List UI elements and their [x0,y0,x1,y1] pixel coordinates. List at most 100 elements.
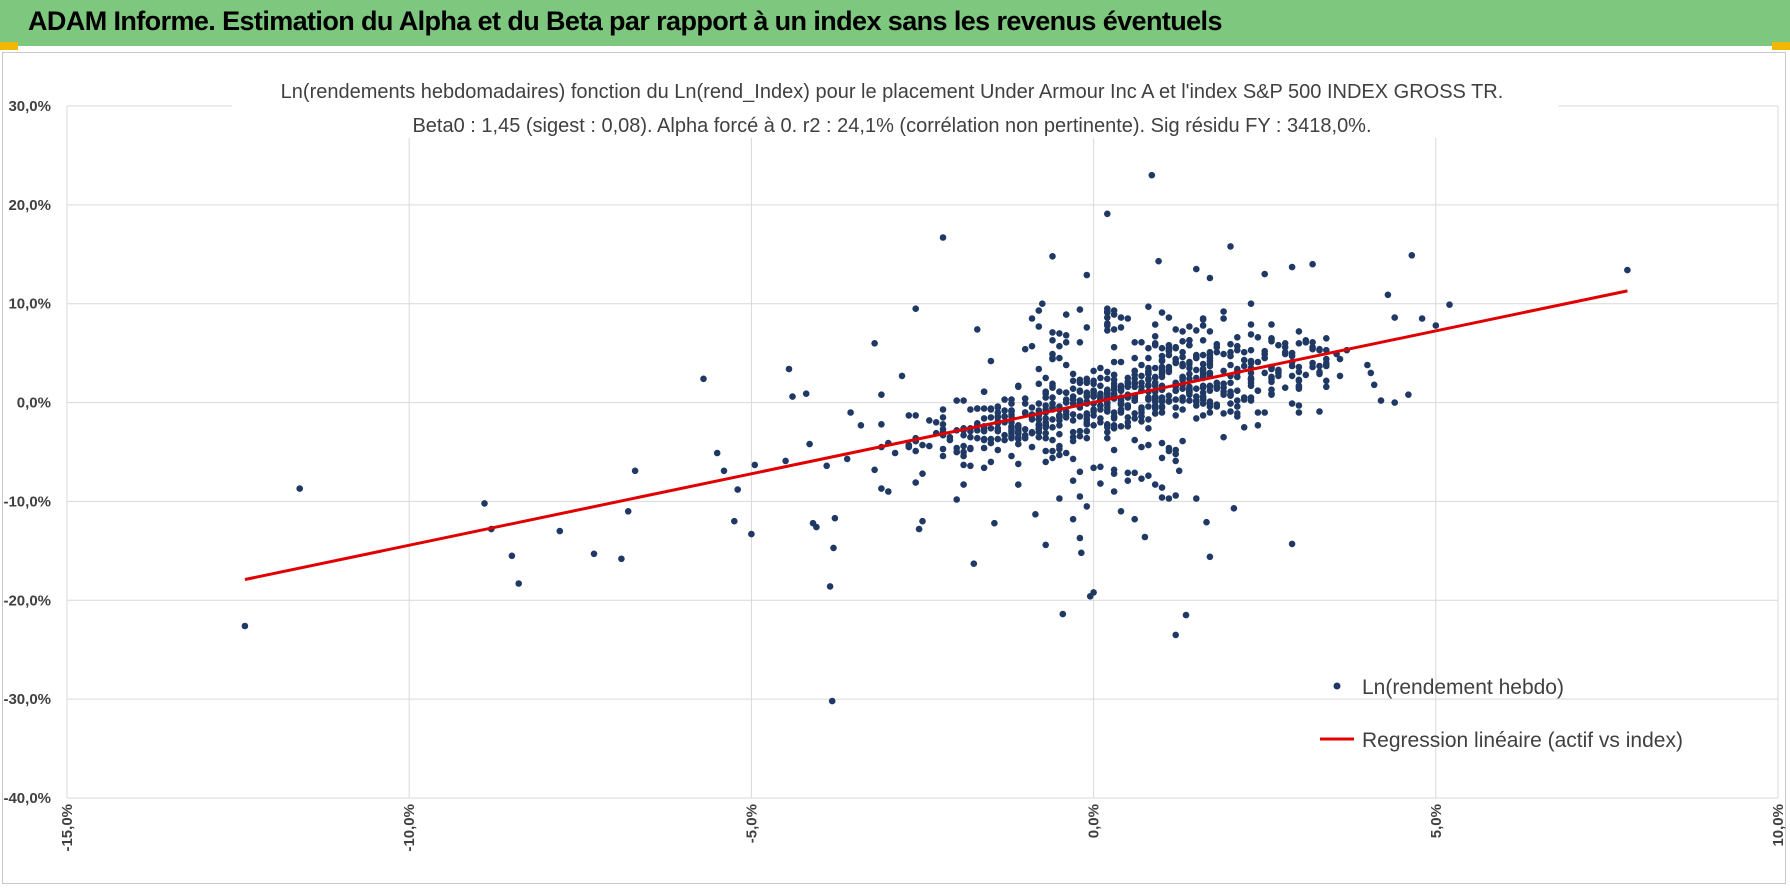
data-point [1097,463,1104,471]
data-point [987,357,995,365]
data-point [939,445,947,453]
data-point [1254,409,1262,416]
data-point [871,466,878,474]
data-point [1240,356,1248,364]
data-point [1179,338,1186,345]
data-point [1104,368,1111,376]
data-point [1145,354,1152,362]
data-point [1110,488,1118,495]
data-point [946,433,954,441]
data-point [1227,243,1234,250]
data-point [1131,436,1138,444]
data-point [1117,358,1125,366]
data-point [1151,379,1159,387]
data-point [1035,428,1043,436]
data-point [1151,341,1159,349]
corner-marker-right [1772,42,1790,50]
data-point [1069,455,1077,463]
data-point [1131,354,1138,362]
data-point [1302,371,1310,379]
data-point [987,405,995,412]
data-point [1015,429,1022,437]
data-point [1039,300,1046,308]
data-point [1172,412,1179,419]
data-point [1254,358,1262,366]
data-point [1199,394,1207,401]
data-point [713,449,721,457]
data-point [1138,418,1145,425]
data-point [1131,410,1138,417]
data-point [1110,311,1118,318]
data-point [1104,375,1111,383]
data-point [1158,366,1166,374]
data-point [1049,447,1056,455]
data-point [871,340,878,347]
data-point [1227,352,1234,360]
data-point [1042,388,1049,396]
data-point [1165,365,1173,373]
data-point [1062,389,1070,397]
data-point [1158,344,1166,352]
data-point [1083,427,1091,435]
data-point [1117,324,1125,331]
data-point [1131,367,1138,375]
data-point [898,372,906,380]
y-tick-label: -10,0% [3,493,51,510]
data-point [1316,362,1323,370]
data-point [782,457,789,465]
data-point [1145,381,1152,389]
data-point [1145,472,1152,480]
data-point [960,461,967,469]
data-point [1049,384,1056,392]
y-tick-label: 20,0% [8,197,51,214]
data-point [1042,458,1049,466]
data-point [1028,429,1036,437]
data-point [974,427,981,434]
data-point [1199,316,1207,323]
x-tick-label: -15,0% [59,804,76,852]
data-point [1001,436,1008,444]
data-point [1117,382,1125,390]
data-point [1069,417,1077,424]
data-point [1220,308,1227,315]
data-point [1076,493,1084,500]
data-point [1172,457,1179,465]
data-point [1083,378,1091,386]
data-point [1203,518,1210,526]
data-point [618,555,625,563]
data-point [700,375,707,383]
data-point [905,443,913,451]
data-point [1076,387,1084,395]
data-point [1148,171,1156,179]
data-point [1288,352,1296,360]
data-point [1151,321,1159,328]
data-point [1234,387,1241,395]
data-point [1049,354,1056,362]
y-tick-label: 10,0% [8,296,51,313]
data-point [1268,365,1275,373]
data-point [905,412,913,419]
data-point [1062,361,1070,369]
data-point [1295,363,1303,371]
data-point [1261,270,1268,278]
data-point [987,435,995,443]
data-point [1227,400,1234,407]
data-point [1124,383,1132,391]
data-point [1220,391,1227,399]
data-point [1624,266,1631,274]
data-point [1131,469,1138,477]
data-point [1288,400,1296,407]
data-point [1316,408,1323,415]
data-point [1247,357,1255,365]
data-point [1309,339,1316,346]
x-tick-label: 10,0% [1770,804,1787,847]
data-point [1083,410,1091,417]
data-point [1158,409,1166,416]
data-point [1240,394,1248,401]
data-point [1247,300,1255,308]
data-point [1138,361,1145,369]
data-point [1124,469,1132,477]
data-point [1090,589,1097,596]
data-point [241,622,249,630]
data-point [1001,407,1008,414]
